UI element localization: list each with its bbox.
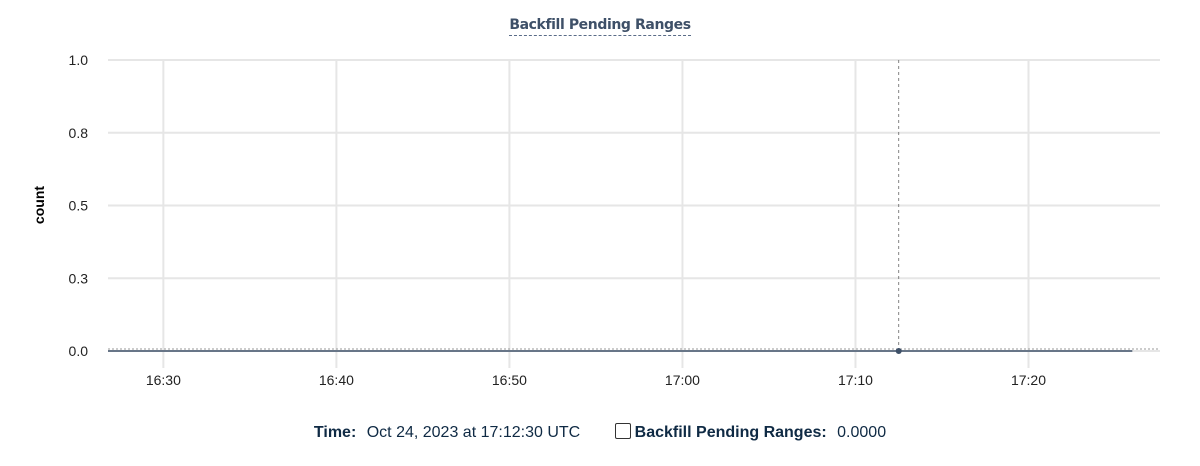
y-axis-label: count [31,186,47,224]
series-checkbox[interactable] [614,423,631,439]
x-tick-label: 17:00 [665,372,700,388]
hover-legend: Time: Oct 24, 2023 at 17:12:30 UTC Backf… [0,423,1200,442]
y-tick-label: 0.5 [69,198,89,214]
time-label: Time: [313,424,357,441]
x-tick-label: 16:40 [319,372,354,388]
hover-point [895,348,902,354]
x-tick-label: 16:50 [492,372,527,388]
series-label: Backfill Pending Ranges: [634,424,827,441]
time-value: Oct 24, 2023 at 17:12:30 UTC [366,424,581,441]
x-tick-label: 16:30 [146,372,181,388]
y-tick-label: 1.0 [69,52,89,68]
y-tick-label: 0.0 [69,343,89,359]
y-tick-label: 0.3 [69,270,89,286]
series-value: 0.0000 [837,424,887,441]
x-tick-label: 17:10 [838,372,873,388]
y-tick-label: 0.8 [69,125,89,141]
x-tick-label: 17:20 [1011,372,1046,388]
chart-title[interactable]: Backfill Pending Ranges [0,16,1200,36]
